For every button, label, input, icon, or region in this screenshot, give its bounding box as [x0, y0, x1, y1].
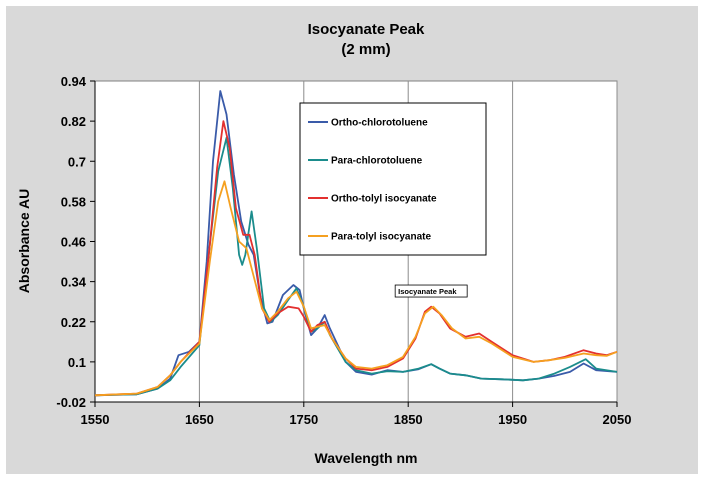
x-axis-label: Wavelength nm	[315, 450, 418, 466]
y-tick-label: 0.7	[68, 154, 86, 169]
y-tick-label: 0.46	[61, 235, 86, 250]
annotation-label: Isocyanate Peak	[398, 287, 457, 296]
y-tick-label: 0.82	[61, 114, 86, 129]
annotation: Isocyanate Peak	[394, 284, 468, 298]
series-layer	[94, 90, 618, 397]
series-line-4	[94, 180, 618, 397]
legend-label-2: Para-chlorotoluene	[331, 156, 423, 167]
y-tick-label: 0.1	[68, 355, 86, 370]
annotation-box	[394, 284, 468, 298]
chart-title: Isocyanate Peak	[308, 21, 425, 38]
legend-label-3: Ortho-tolyl isocyanate	[331, 194, 437, 205]
y-tick-label: 0.22	[61, 315, 86, 330]
x-tick-label: 1650	[185, 412, 214, 427]
legend: Ortho-chlorotoluene Para-chlorotoluene Ort…	[299, 102, 487, 256]
y-tick-label: 0.58	[61, 194, 86, 209]
legend-box	[299, 102, 487, 256]
x-tick-label: 1950	[498, 412, 527, 427]
series-line-2	[94, 136, 618, 397]
series-line-3	[94, 120, 618, 397]
y-tick-label: -0.02	[56, 395, 86, 410]
chart-subtitle: (2 mm)	[341, 41, 390, 58]
chart-frame: Isocyanate Peak (2 mm) -0.02 0.1 0.22 0.34 0…	[6, 6, 698, 474]
chart-svg: Isocyanate Peak (2 mm) -0.02 0.1 0.22 0.34 0…	[16, 21, 631, 466]
x-tick-label: 1550	[81, 412, 110, 427]
legend-label-1: Ortho-chlorotoluene	[331, 118, 428, 129]
y-axis-label: Absorbance AU	[16, 189, 32, 294]
legend-label-4: Para-tolyl isocyanate	[331, 232, 431, 243]
y-tick-label: 0.94	[61, 74, 87, 89]
x-tick-label: 2050	[603, 412, 632, 427]
axis-layer: -0.02 0.1 0.22 0.34 0.46 0.58 0.7 0.82 0.94 1550 1…	[56, 74, 631, 427]
y-tick-label: 0.34	[61, 275, 87, 290]
x-tick-label: 1850	[394, 412, 423, 427]
x-tick-label: 1750	[289, 412, 318, 427]
